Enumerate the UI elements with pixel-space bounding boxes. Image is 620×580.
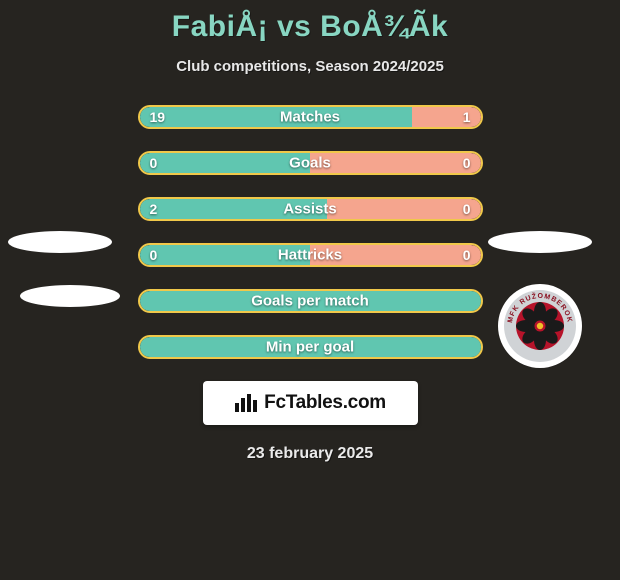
stat-row: Goals 0 0 <box>138 151 483 175</box>
stat-value-left: 19 <box>150 109 166 125</box>
footer-date: 23 february 2025 <box>0 445 620 463</box>
stat-value-right: 1 <box>463 109 471 125</box>
bars-icon <box>234 393 258 413</box>
stat-label: Matches <box>280 109 340 126</box>
bar-fill-left <box>140 153 311 173</box>
left-marker-1 <box>8 231 112 253</box>
stat-value-left: 2 <box>150 201 158 217</box>
stat-value-right: 0 <box>463 247 471 263</box>
stat-label: Goals <box>289 155 331 172</box>
comparison-chart: MFK RUŽOMBEROK Matches191Goals00As <box>0 105 620 359</box>
stat-row: Matches 19 1 <box>138 105 483 129</box>
stat-row: Min per goal <box>138 335 483 359</box>
ruzomberok-crest-icon: MFK RUŽOMBEROK <box>502 288 578 364</box>
watermark-text: FcTables.com <box>264 392 386 414</box>
stat-label: Assists <box>283 201 336 218</box>
stat-label: Goals per match <box>251 293 369 310</box>
stat-value-right: 0 <box>463 155 471 171</box>
left-marker-2 <box>20 285 120 307</box>
stat-label: Hattricks <box>278 247 342 264</box>
bar-fill-right <box>310 153 481 173</box>
bar-fill-right <box>327 199 480 219</box>
club-badge-right: MFK RUŽOMBEROK <box>498 284 582 368</box>
page-title: FabiÅ¡ vs BoÅ¾Ã­k <box>0 0 620 44</box>
bar-fill-left <box>140 107 413 127</box>
stat-row: Hattricks 0 0 <box>138 243 483 267</box>
stat-row: Goals per match <box>138 289 483 313</box>
right-marker-1 <box>488 231 592 253</box>
page-subtitle: Club competitions, Season 2024/2025 <box>0 58 620 75</box>
stat-value-left: 0 <box>150 155 158 171</box>
stat-value-right: 0 <box>463 201 471 217</box>
stat-value-left: 0 <box>150 247 158 263</box>
watermark[interactable]: FcTables.com <box>203 381 418 425</box>
stat-row: Assists 2 0 <box>138 197 483 221</box>
stat-label: Min per goal <box>266 339 354 356</box>
